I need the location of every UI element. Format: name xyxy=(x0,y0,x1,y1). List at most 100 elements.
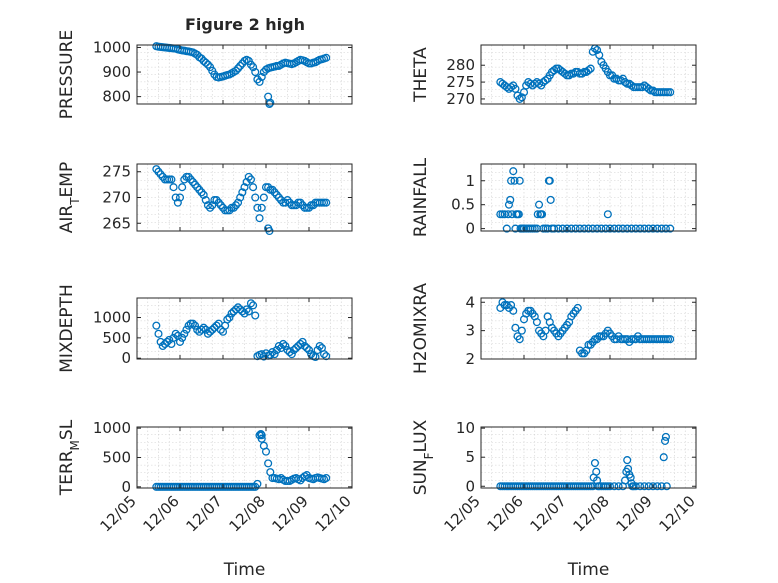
y-tick-label: 1000 xyxy=(93,419,131,437)
data-point xyxy=(541,76,550,85)
data-point xyxy=(565,71,574,80)
data-point xyxy=(292,343,301,353)
data-point xyxy=(534,200,544,209)
data-point xyxy=(223,315,232,324)
data-series xyxy=(152,165,331,236)
data-point xyxy=(191,321,200,330)
y-tick-label: 500 xyxy=(102,449,131,467)
chart-panel-3: 265 270 275 AIRTEMP xyxy=(57,162,353,236)
data-point xyxy=(620,78,630,87)
y-tick-label: 10 xyxy=(456,419,475,437)
data-point xyxy=(577,69,587,78)
data-series xyxy=(496,167,675,233)
data-point xyxy=(246,175,256,184)
y-axis-label: H2OMIXRA xyxy=(411,283,431,374)
y-tick-label: 4 xyxy=(465,293,475,311)
chart-panel-4: 0 0.5 1 RAINFALL xyxy=(411,157,697,238)
data-point xyxy=(264,459,273,468)
y-tick-label: 500 xyxy=(102,329,131,347)
data-point xyxy=(246,299,256,308)
data-point xyxy=(644,482,653,491)
axes-frame xyxy=(480,163,697,232)
data-point xyxy=(319,350,329,359)
data-point xyxy=(240,183,249,192)
data-point xyxy=(240,309,249,318)
y-tick-label: 275 xyxy=(446,73,475,91)
data-point xyxy=(502,224,511,233)
data-point xyxy=(640,482,649,491)
data-point xyxy=(571,224,580,233)
data-series xyxy=(152,299,331,362)
data-point xyxy=(507,83,516,92)
data-point xyxy=(165,335,174,344)
data-point xyxy=(648,482,658,491)
data-point xyxy=(289,345,299,355)
data-point xyxy=(225,313,234,322)
y-tick-label: 270 xyxy=(102,189,131,207)
y-tick-label: 0 xyxy=(121,478,131,496)
data-point xyxy=(302,343,311,353)
data-point xyxy=(163,337,172,346)
data-point xyxy=(167,175,176,184)
data-point xyxy=(169,333,178,342)
data-point xyxy=(593,224,602,233)
data-point xyxy=(251,311,260,320)
data-point xyxy=(216,325,225,334)
data-point xyxy=(558,224,567,233)
data-point xyxy=(659,453,668,462)
data-point xyxy=(169,183,178,192)
y-tick-label: 900 xyxy=(102,63,131,81)
data-point xyxy=(304,345,314,355)
data-point xyxy=(534,79,544,88)
data-point xyxy=(538,210,547,219)
y-tick-label: 265 xyxy=(102,214,131,232)
chart-panel-1: 800 900 1000 PRESSURE xyxy=(57,30,353,119)
y-axis-label: RAINFALL xyxy=(411,157,431,237)
data-point xyxy=(597,224,606,233)
y-axis-label: THETA xyxy=(411,47,431,103)
data-point xyxy=(636,482,645,491)
data-point xyxy=(550,224,559,233)
data-point xyxy=(515,176,524,185)
data-point xyxy=(517,326,526,335)
y-tick-label: 0 xyxy=(121,349,131,367)
data-point xyxy=(171,329,180,338)
data-point xyxy=(311,352,320,362)
data-point xyxy=(626,473,635,482)
data-point xyxy=(253,479,262,488)
data-point xyxy=(640,224,649,233)
data-point xyxy=(533,210,542,219)
data-point xyxy=(244,307,253,316)
data-point xyxy=(627,224,636,233)
y-axis-label: TERRMSL xyxy=(57,419,82,496)
y-tick-label: 1 xyxy=(465,172,475,190)
data-point xyxy=(509,306,518,315)
y-tick-label: 0.5 xyxy=(451,196,475,214)
y-axis-label: SUNFLUX xyxy=(411,419,436,495)
data-point xyxy=(610,224,619,233)
data-point xyxy=(631,224,640,233)
data-point xyxy=(592,467,601,476)
data-point xyxy=(227,309,236,318)
data-point xyxy=(636,224,645,233)
data-point xyxy=(298,337,307,346)
y-tick-label: 280 xyxy=(446,56,475,74)
data-point xyxy=(532,318,541,327)
data-point xyxy=(249,63,258,72)
data-point xyxy=(261,447,271,456)
data-point xyxy=(575,224,584,233)
data-point xyxy=(605,224,615,233)
data-point xyxy=(590,458,599,468)
data-point xyxy=(257,434,266,443)
chart-panel-6: 2 3 4 H2OMIXRA xyxy=(411,283,697,374)
data-point xyxy=(203,60,213,69)
data-point xyxy=(504,200,514,209)
data-point xyxy=(175,193,185,202)
data-point xyxy=(601,224,610,233)
data-point xyxy=(593,46,602,55)
y-tick-label: 270 xyxy=(446,90,475,108)
data-point xyxy=(614,224,623,233)
data-point xyxy=(178,183,187,192)
